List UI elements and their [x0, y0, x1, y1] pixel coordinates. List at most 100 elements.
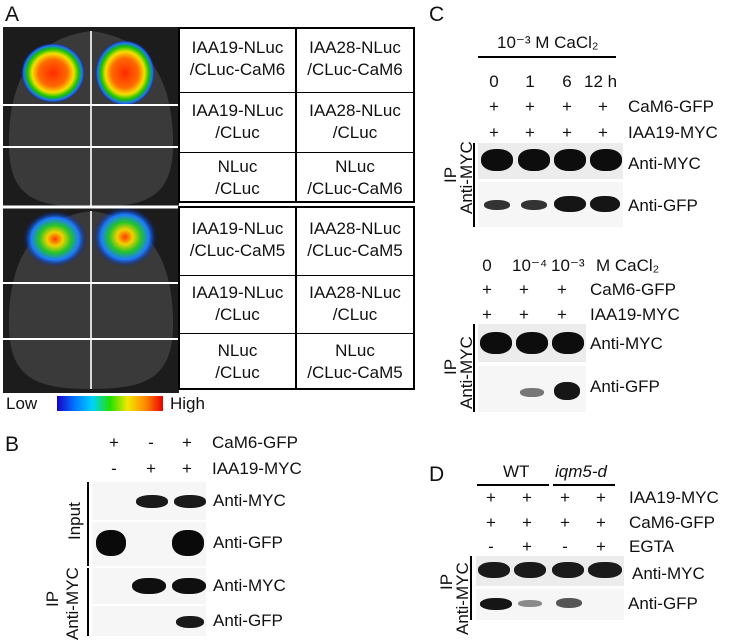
sign-b-r1-2: - [148, 433, 154, 452]
cell-bottom-r3-c2: NLuc /CLuc-CaM5 [297, 340, 413, 384]
cell-bottom-r2-c1: IAA19-NLuc /CLuc [180, 282, 295, 326]
d-wt-label: WT [503, 462, 530, 481]
blot-label-c-3: Anti-MYC [590, 334, 663, 353]
blot-label-d-2: Anti-GFP [628, 594, 698, 613]
c-top-header: 10⁻³ M CaCl₂ [497, 33, 599, 52]
blot-label-b-4: Anti-GFP [213, 611, 283, 630]
sign-c-r1-1: + [489, 97, 499, 116]
cell-line: IAA28-NLuc [309, 283, 401, 302]
antimyc-label-d: Anti-MYC [453, 562, 472, 635]
antimyc-label-b: Anti-MYC [63, 567, 82, 640]
cell-line: IAA28-NLuc [309, 219, 401, 238]
d-wt-underline [477, 484, 549, 486]
sign-b-r1-3: + [182, 433, 192, 452]
colorbar-high-label: High [170, 394, 205, 413]
c-conc-1: 10⁻⁴ [512, 256, 548, 275]
cell-line: IAA19-NLuc [191, 101, 284, 120]
cell-line: /CLuc [332, 123, 378, 142]
luciferase-leaf-image [3, 27, 179, 393]
blot-b-ip-gfp [92, 606, 206, 636]
cell-line: /CLuc-CaM5 [189, 241, 286, 260]
ip-label-b: IP [43, 590, 62, 607]
cell-line: IAA19-NLuc [191, 283, 284, 302]
sign-d-r2-2: + [522, 513, 532, 532]
c-time-1: 1 [525, 72, 535, 91]
blot-label-b-2: Anti-GFP [213, 533, 283, 552]
colorbar-low-label: Low [6, 394, 38, 413]
cell-line: /CLuc-CaM6 [307, 179, 403, 198]
c-top-header-underline [478, 56, 616, 58]
c-conc-unit: M CaCl₂ [596, 256, 660, 275]
c-conc-2: 10⁻³ [551, 256, 585, 275]
row-label-d-cam6: CaM6-GFP [629, 513, 715, 532]
blot-c-top-myc [478, 143, 623, 179]
sign-b-r1-1: + [109, 433, 119, 452]
sign-b-r2-2: + [146, 459, 156, 478]
construct-table-top: IAA19-NLuc /CLuc-CaM6 IAA28-NLuc /CLuc-C… [178, 27, 415, 203]
sign-c-r1-2: + [525, 97, 535, 116]
row-label-d-iaa19: IAA19-MYC [629, 488, 719, 507]
cell-top-r3-c1: NLuc /CLuc [180, 156, 295, 200]
cell-line: /CLuc [215, 179, 260, 198]
cell-line: /CLuc-CaM6 [307, 60, 403, 79]
row-label-d-egta: EGTA [629, 537, 675, 556]
cell-line: /CLuc [215, 123, 260, 142]
cell-bottom-r1-c1: IAA19-NLuc /CLuc-CaM5 [180, 218, 295, 262]
blot-b-ip-myc [92, 568, 206, 604]
blot-c-top-gfp [478, 182, 623, 227]
row-label-b-iaa19: IAA19-MYC [212, 459, 302, 478]
sign-d-r1-3: + [560, 488, 570, 507]
cell-line: NLuc [335, 341, 375, 360]
cell-top-r1-c2: IAA28-NLuc /CLuc-CaM6 [297, 37, 413, 81]
cell-line: IAA28-NLuc [309, 38, 401, 57]
sign-c-r4-1: + [482, 305, 492, 324]
cell-line: /CLuc-CaM5 [307, 363, 403, 382]
blot-b-input-gfp [92, 522, 206, 566]
c-time-2: 6 [562, 72, 572, 91]
sign-b-r2-3: + [182, 459, 192, 478]
cell-line: IAA19-NLuc [191, 38, 284, 57]
leaf-luminescence-svg [3, 31, 179, 389]
cell-line: IAA28-NLuc [309, 101, 401, 120]
blot-b-input-myc [92, 482, 206, 520]
sign-d-r3-2: + [522, 537, 532, 556]
cell-line: /CLuc [332, 305, 378, 324]
cell-line: IAA19-NLuc [191, 219, 284, 238]
cell-bottom-r2-c2: IAA28-NLuc /CLuc [297, 282, 413, 326]
ip-bracket-c-bottom [473, 324, 475, 412]
panel-label-d: D [429, 463, 445, 486]
colorbar [57, 396, 163, 411]
c-time-0: 0 [489, 72, 499, 91]
sign-d-r3-3: - [562, 537, 568, 556]
d-mutant-label: iqm5-d [555, 462, 607, 481]
sign-c-r1-4: + [598, 97, 608, 116]
sign-d-r2-1: + [486, 513, 496, 532]
blot-label-b-1: Anti-MYC [213, 491, 286, 510]
cell-line: NLuc [217, 157, 258, 176]
sign-c-r2-4: + [598, 123, 608, 142]
cell-top-r1-c1: IAA19-NLuc /CLuc-CaM6 [180, 37, 295, 81]
row-label-b-cam6: CaM6-GFP [212, 433, 298, 452]
sign-d-r1-1: + [486, 488, 496, 507]
sign-c-r2-2: + [525, 123, 535, 142]
cell-line: NLuc [335, 157, 375, 176]
blot-label-c-1: Anti-MYC [628, 154, 701, 173]
sign-b-r2-1: - [111, 459, 117, 478]
cell-line: /CLuc-CaM6 [189, 60, 286, 79]
panel-label-c: C [429, 3, 445, 26]
sign-d-r1-2: + [522, 488, 532, 507]
sign-c-r3-1: + [482, 280, 492, 299]
cell-line: /CLuc [215, 305, 260, 324]
ip-bracket-b [87, 568, 89, 636]
sign-d-r3-1: - [488, 537, 494, 556]
blot-label-c-4: Anti-GFP [590, 377, 660, 396]
sign-c-r2-3: + [562, 123, 572, 142]
panel-label-a: A [5, 3, 20, 26]
blot-label-b-3: Anti-MYC [213, 576, 286, 595]
input-bracket [87, 482, 89, 566]
blot-label-d-1: Anti-MYC [632, 564, 705, 583]
sign-d-r1-4: + [596, 488, 606, 507]
cell-top-r3-c2: NLuc /CLuc-CaM6 [297, 156, 413, 200]
sign-c-r3-3: + [557, 280, 567, 299]
sign-c-r2-1: + [489, 123, 499, 142]
